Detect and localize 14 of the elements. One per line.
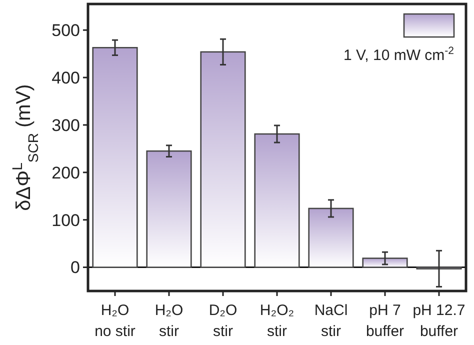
y-tick-label: 500 [52, 21, 80, 40]
y-tick-label: 200 [52, 163, 80, 182]
x-tick-label: NaCl stir [314, 302, 348, 340]
y-tick-label: 300 [52, 116, 80, 135]
y-tick-label: 0 [70, 258, 80, 278]
y-tick-label: 100 [52, 210, 80, 230]
x-tick-label: H₂O₂ stir [260, 302, 294, 340]
x-tick-label: pH 7 buffer [366, 302, 404, 340]
x-tick-label: H₂O no stir [94, 302, 136, 340]
legend-label: 1 V, 10 mW cm$^{-2}$ [344, 45, 454, 64]
x-tick-label: D₂O stir [208, 302, 238, 340]
y-tick-label: 400 [52, 68, 80, 88]
x-tick-label: H₂O stir [154, 302, 184, 340]
x-tick-label: pH 12.7 buffer [412, 302, 466, 340]
